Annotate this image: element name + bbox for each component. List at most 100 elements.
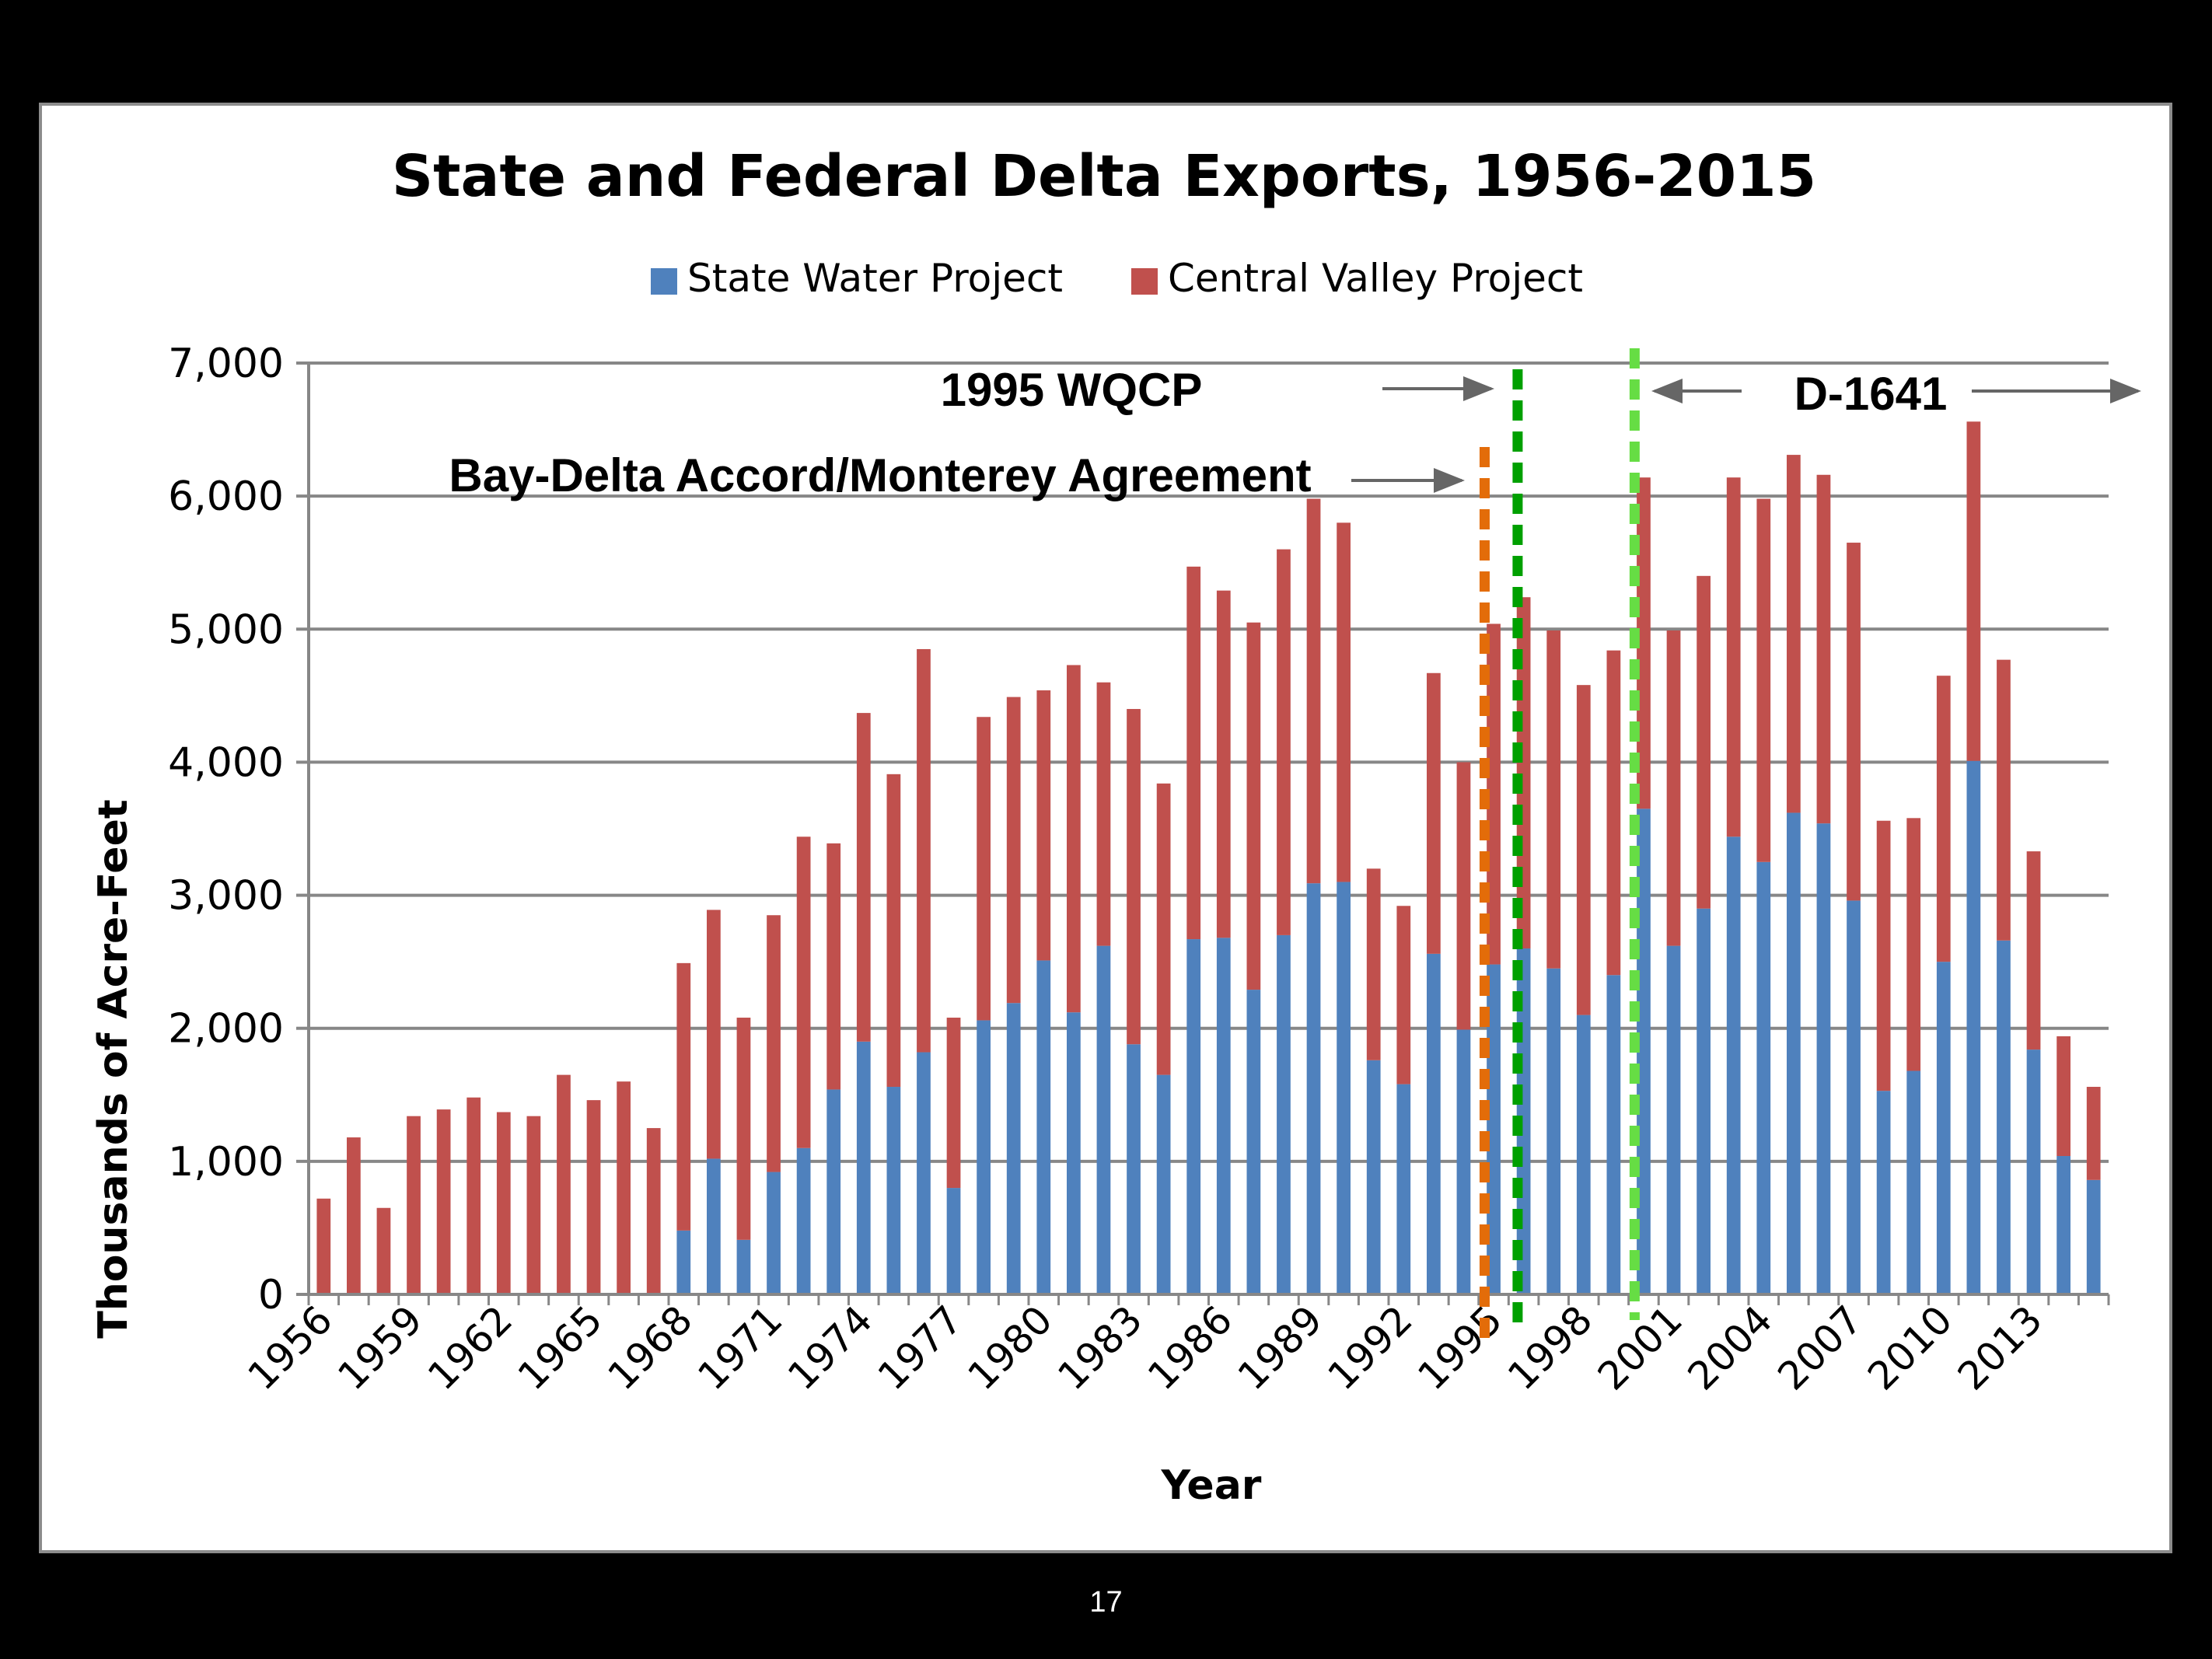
x-axis-title: Year: [1161, 1462, 1262, 1509]
bar-cvp-1990: [1337, 522, 1351, 882]
bar-swp-1995: [1487, 964, 1501, 1294]
bar-cvp-1958: [376, 1207, 391, 1294]
bar-swp-1969: [707, 1158, 721, 1294]
bar-swp-1971: [767, 1172, 781, 1294]
y-tick-label: 3,000: [168, 873, 284, 920]
bar-swp-2013: [2026, 1050, 2041, 1294]
bar-cvp-1969: [707, 910, 721, 1159]
bar-cvp-2008: [1876, 820, 1891, 1091]
y-tick-label: 2,000: [168, 1006, 284, 1053]
legend-swatch-state-water-project: [651, 268, 677, 295]
bar-cvp-1971: [767, 915, 781, 1172]
wqcp-annotation-label: 1995 WQCP: [941, 364, 1203, 416]
bar-swp-1984: [1156, 1074, 1171, 1294]
bar-cvp-1972: [796, 836, 811, 1148]
bar-swp-1976: [917, 1052, 931, 1294]
bar-cvp-2007: [1847, 543, 1861, 901]
bar-cvp-1959: [407, 1116, 421, 1294]
bar-swp-2004: [1756, 861, 1771, 1294]
bar-cvp-1968: [676, 962, 691, 1231]
bar-swp-1997: [1546, 968, 1561, 1294]
page-number: 17: [1089, 1586, 1123, 1619]
bar-cvp-2001: [1666, 630, 1681, 946]
bar-cvp-1979: [1006, 697, 1021, 1004]
bar-cvp-1970: [736, 1018, 751, 1240]
bar-swp-1989: [1306, 883, 1321, 1294]
bar-cvp-1956: [316, 1198, 331, 1294]
bar-swp-2010: [1936, 962, 1951, 1294]
bar-swp-1970: [736, 1239, 751, 1294]
y-tick-label: 7,000: [168, 341, 284, 387]
bar-swp-2014: [2056, 1156, 2070, 1294]
bars: [316, 421, 2101, 1294]
bar-cvp-1985: [1186, 566, 1201, 940]
gridlines: [309, 361, 2109, 1163]
bar-cvp-1981: [1067, 665, 1081, 1013]
bar-cvp-1984: [1156, 783, 1171, 1075]
bar-swp-1968: [676, 1230, 691, 1294]
y-tick-label: 1,000: [168, 1139, 284, 1186]
bar-cvp-1986: [1216, 590, 1231, 938]
bar-cvp-1994: [1456, 762, 1471, 1030]
legend: State Water Project Central Valley Proje…: [651, 256, 1583, 301]
bar-cvp-1963: [526, 1116, 541, 1294]
bar-swp-1998: [1576, 1015, 1591, 1294]
bar-cvp-1960: [436, 1109, 451, 1294]
bar-cvp-2006: [1816, 474, 1831, 824]
bar-cvp-1987: [1246, 622, 1261, 990]
legend-label-central-valley-project: Central Valley Project: [1168, 256, 1583, 301]
bar-swp-2005: [1787, 812, 1801, 1294]
bar-cvp-2009: [1906, 818, 1921, 1071]
bar-cvp-1978: [977, 717, 991, 1021]
bar-swp-1975: [886, 1087, 901, 1294]
bar-cvp-1964: [557, 1074, 571, 1294]
bar-cvp-2013: [2026, 851, 2041, 1050]
bar-cvp-2005: [1787, 455, 1801, 813]
bar-swp-2003: [1726, 836, 1741, 1294]
bar-swp-1982: [1096, 945, 1111, 1294]
bar-swp-1980: [1036, 960, 1051, 1294]
bar-swp-1974: [856, 1041, 871, 1294]
bar-swp-1983: [1127, 1044, 1141, 1294]
bar-cvp-2015: [2086, 1087, 2101, 1180]
bar-cvp-1998: [1576, 685, 1591, 1015]
bar-cvp-1975: [886, 774, 901, 1088]
bar-cvp-1997: [1546, 630, 1561, 969]
bar-cvp-2004: [1756, 498, 1771, 862]
bar-cvp-1989: [1306, 498, 1321, 884]
bar-cvp-2012: [1997, 659, 2011, 941]
y-tick-label: 5,000: [168, 606, 284, 653]
y-tick-label: 0: [258, 1272, 284, 1318]
bar-cvp-1973: [826, 843, 841, 1090]
bar-cvp-2011: [1966, 421, 1981, 761]
legend-label-state-water-project: State Water Project: [687, 256, 1063, 301]
bar-swp-1987: [1246, 990, 1261, 1294]
bar-cvp-1962: [496, 1112, 511, 1294]
bar-cvp-1957: [347, 1137, 361, 1294]
bar-swp-1985: [1186, 939, 1201, 1294]
bda-annotation-label: Bay-Delta Accord/Monterey Agreement: [449, 449, 1311, 501]
bar-cvp-1999: [1606, 650, 1621, 976]
bar-swp-2008: [1876, 1091, 1891, 1294]
bar-cvp-1988: [1277, 549, 1291, 935]
bar-cvp-1961: [467, 1097, 481, 1294]
bar-swp-2012: [1997, 940, 2011, 1294]
d1641-annotation-label: D-1641: [1794, 368, 1948, 420]
bar-cvp-2014: [2056, 1036, 2070, 1157]
reference-lines: [1479, 348, 1640, 1339]
bar-cvp-1976: [917, 648, 931, 1053]
bar-swp-2006: [1816, 823, 1831, 1294]
bar-cvp-1977: [946, 1018, 961, 1189]
bar-swp-2009: [1906, 1070, 1921, 1294]
annotations: 1995 WQCP Bay-Delta Accord/Monterey Agre…: [449, 364, 2141, 501]
bar-swp-1977: [946, 1188, 961, 1294]
bar-swp-1992: [1396, 1084, 1411, 1294]
bar-swp-2001: [1666, 945, 1681, 1294]
bar-swp-1979: [1006, 1003, 1021, 1294]
legend-swatch-central-valley-project: [1131, 268, 1158, 295]
bar-cvp-2010: [1936, 676, 1951, 962]
bar-cvp-1982: [1096, 682, 1111, 946]
bar-cvp-2000: [1637, 477, 1651, 809]
bar-swp-1988: [1277, 934, 1291, 1294]
